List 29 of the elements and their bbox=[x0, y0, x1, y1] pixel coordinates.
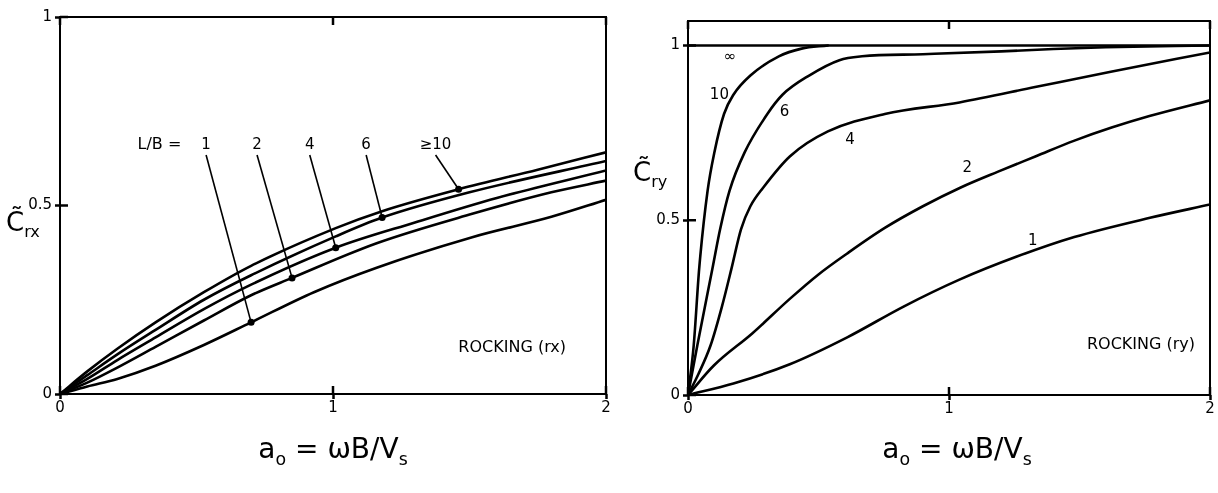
series-label: 4 bbox=[845, 130, 855, 149]
y-tick-label: 1 bbox=[670, 35, 680, 54]
text: 6 bbox=[361, 134, 371, 153]
x-axis-title: a$_{o}$ = ωB/V$_{s}$ bbox=[882, 432, 1032, 470]
series-label: 2 bbox=[962, 157, 972, 176]
y-tick-label: 0 bbox=[42, 383, 52, 402]
y-tick-label: 0.5 bbox=[28, 195, 52, 214]
series-label: 10 bbox=[709, 84, 729, 103]
x-tick-label: 1 bbox=[944, 398, 954, 417]
annotation: ROCKING (ry) bbox=[1086, 334, 1195, 354]
series-label: 1 bbox=[1028, 231, 1038, 250]
text: ≥10 bbox=[419, 134, 452, 153]
x-tick-label: 2 bbox=[601, 397, 611, 416]
x-tick-label: 2 bbox=[1205, 398, 1215, 417]
text: 2 bbox=[252, 134, 262, 153]
text: 1 bbox=[201, 134, 211, 153]
annotation: ROCKING (rx) bbox=[458, 337, 566, 357]
x-tick-label: 0 bbox=[683, 398, 693, 417]
x-axis-title: a$_{o}$ = ωB/V$_{s}$ bbox=[258, 432, 408, 470]
y-axis-title: C̃$_{ry}$ bbox=[633, 157, 668, 192]
annotation: L/B = bbox=[137, 134, 182, 154]
x-tick-label: 0 bbox=[55, 397, 65, 416]
x-tick-label: 1 bbox=[328, 397, 338, 416]
series-label: ∞ bbox=[723, 47, 737, 66]
y-tick-label: 0.5 bbox=[656, 210, 680, 229]
series-label: 6 bbox=[779, 101, 790, 120]
y-tick-label: 1 bbox=[42, 6, 52, 25]
text: 4 bbox=[304, 134, 315, 153]
y-tick-label: 0 bbox=[670, 384, 680, 403]
